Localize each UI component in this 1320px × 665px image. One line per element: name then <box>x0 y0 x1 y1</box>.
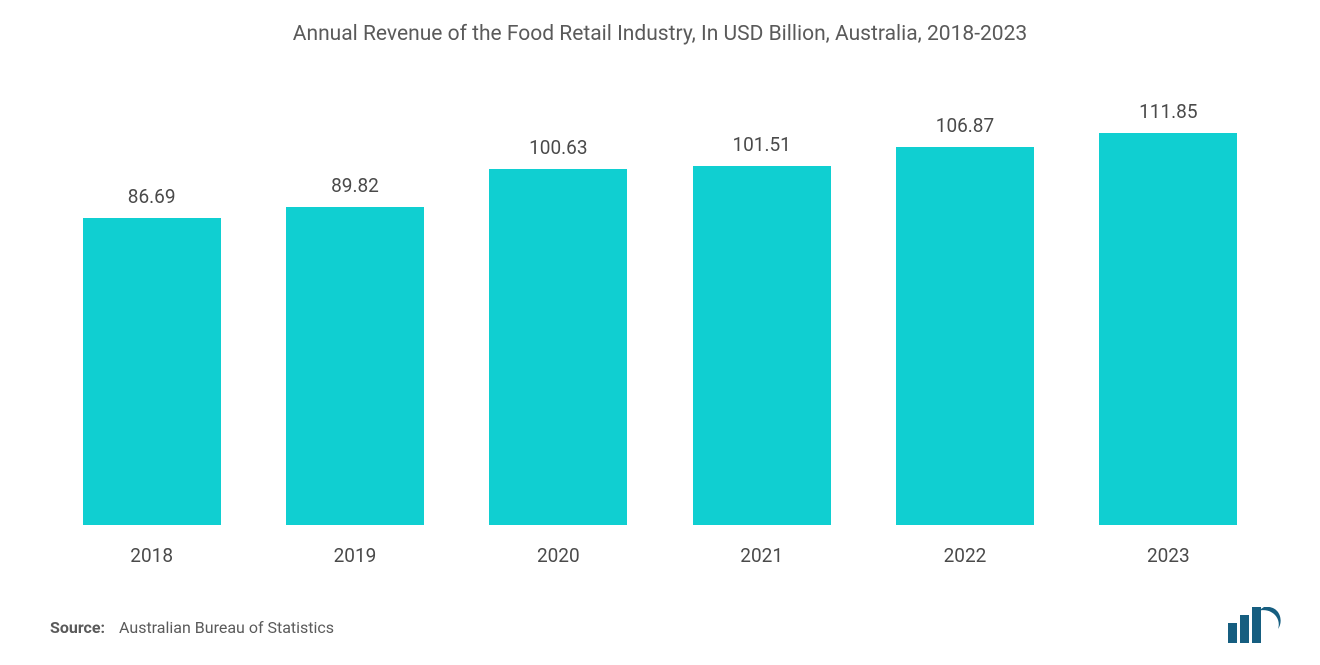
source-label: Source: <box>50 618 105 637</box>
x-axis-label: 2020 <box>457 544 660 567</box>
bar-value-label: 89.82 <box>331 174 379 197</box>
bar-group: 89.82 <box>253 100 456 525</box>
chart-title: Annual Revenue of the Food Retail Indust… <box>0 0 1320 46</box>
bar <box>83 218 221 525</box>
bar <box>896 147 1034 525</box>
bar <box>1099 133 1237 525</box>
bar-group: 100.63 <box>457 100 660 525</box>
x-axis-label: 2019 <box>253 544 456 567</box>
bar-value-label: 101.51 <box>732 133 790 156</box>
x-axis-label: 2023 <box>1067 544 1270 567</box>
x-axis-label: 2018 <box>50 544 253 567</box>
x-axis-label: 2022 <box>863 544 1066 567</box>
source-text: Australian Bureau of Statistics <box>119 618 334 637</box>
chart-container: Annual Revenue of the Food Retail Indust… <box>0 0 1320 665</box>
bar-group: 111.85 <box>1067 100 1270 525</box>
bar-value-label: 86.69 <box>128 185 176 208</box>
x-axis-labels: 201820192020202120222023 <box>50 544 1270 567</box>
x-axis-label: 2021 <box>660 544 863 567</box>
bar-group: 106.87 <box>863 100 1066 525</box>
bar <box>286 207 424 525</box>
bar <box>693 166 831 526</box>
plot-area: 86.69 89.82 100.63 101.51 106.87 111.85 <box>50 100 1270 525</box>
bar-value-label: 106.87 <box>936 114 994 137</box>
bar <box>489 169 627 525</box>
bar-group: 86.69 <box>50 100 253 525</box>
mordor-logo-icon <box>1228 607 1286 643</box>
source-line: Source: Australian Bureau of Statistics <box>50 618 334 637</box>
bar-value-label: 100.63 <box>529 136 587 159</box>
bar-value-label: 111.85 <box>1139 100 1197 123</box>
bar-group: 101.51 <box>660 100 863 525</box>
